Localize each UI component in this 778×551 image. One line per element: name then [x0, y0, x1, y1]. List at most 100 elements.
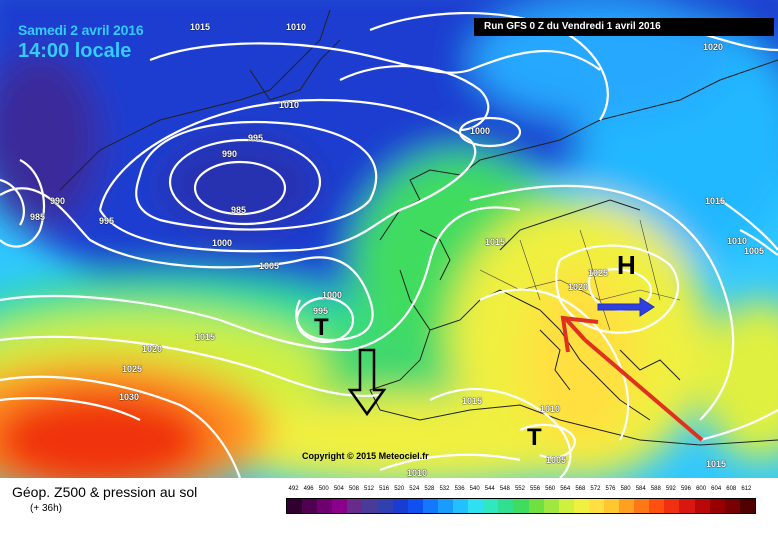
scale-swatch — [739, 499, 755, 513]
scale-swatch — [468, 499, 484, 513]
scale-swatch — [679, 499, 695, 513]
isobar-label: 1015 — [462, 396, 483, 406]
scale-swatch — [287, 499, 303, 513]
scale-tick-label: 604 — [711, 486, 722, 492]
red-arrow-head-icon — [560, 315, 599, 353]
isobar-label: 1010 — [286, 22, 307, 32]
geopotential-field — [0, 0, 778, 478]
scale-swatch — [543, 499, 559, 513]
scale-swatch — [317, 499, 333, 513]
scale-tick-label: 508 — [348, 486, 359, 492]
isobar-label: 995 — [99, 216, 115, 226]
scale-tick-label: 600 — [696, 486, 707, 492]
scale-swatch — [664, 499, 680, 513]
scale-tick-label: 524 — [409, 486, 420, 492]
isobar-label: 1015 — [485, 237, 506, 247]
isobar-label: 1020 — [568, 282, 589, 292]
scale-tick-label: 492 — [288, 486, 299, 492]
scale-swatch — [483, 499, 499, 513]
legend-panel — [0, 478, 778, 551]
scale-swatch — [649, 499, 665, 513]
scale-swatch — [619, 499, 635, 513]
scale-tick-label: 592 — [665, 486, 676, 492]
scale-swatch — [634, 499, 650, 513]
isobar-label: 985 — [30, 212, 46, 222]
low-pressure-marker-mediterranean: T — [527, 424, 542, 451]
high-pressure-marker: H — [617, 250, 636, 280]
isobar-label: 1015 — [190, 22, 211, 32]
isobar-label: 995 — [248, 133, 264, 143]
scale-swatch — [377, 499, 393, 513]
coastlines — [59, 9, 778, 446]
low-pressure-marker-atlantic: T — [314, 314, 329, 341]
isobar-label: 1015 — [195, 332, 216, 342]
copyright-label: Copyright © 2015 Meteociel.fr — [302, 451, 429, 461]
isobar-label: 1010 — [727, 236, 748, 246]
isobar-label: 1000 — [212, 238, 233, 248]
scale-tick-label: 596 — [680, 486, 691, 492]
color-scale-bar — [286, 498, 756, 514]
scale-tick-label: 584 — [635, 486, 646, 492]
scale-swatch — [302, 499, 318, 513]
scale-tick-label: 540 — [469, 486, 480, 492]
isobar-label: 1030 — [119, 392, 140, 402]
scale-tick-label: 548 — [499, 486, 510, 492]
scale-swatch — [392, 499, 408, 513]
date-label: Samedi 2 avril 2016 — [18, 22, 144, 38]
scale-tick-label: 552 — [514, 486, 525, 492]
time-label: 14:00 locale — [18, 40, 132, 62]
scale-swatch — [362, 499, 378, 513]
scale-tick-label: 516 — [379, 486, 390, 492]
scale-swatch — [558, 499, 574, 513]
isobar-label: 1005 — [546, 455, 567, 465]
red-arrow-line — [583, 338, 704, 442]
scale-tick-label: 564 — [560, 486, 571, 492]
annotations — [347, 297, 704, 442]
scale-tick-label: 556 — [530, 486, 541, 492]
isobar-label: 1025 — [122, 364, 143, 374]
scale-swatch — [498, 499, 514, 513]
legend-title: Géop. Z500 & pression au sol — [12, 484, 198, 500]
scale-tick-label: 536 — [454, 486, 465, 492]
scale-swatch — [573, 499, 589, 513]
scale-swatch — [603, 499, 620, 513]
isobar-label: 1000 — [470, 126, 491, 136]
scale-swatch — [528, 499, 544, 513]
isobar-label: 985 — [231, 205, 247, 215]
isobar-label: 1000 — [322, 290, 343, 300]
scale-tick-label: 568 — [575, 486, 586, 492]
scale-swatch — [588, 499, 604, 513]
scale-tick-label: 528 — [424, 486, 435, 492]
scale-tick-label: 588 — [650, 486, 661, 492]
scale-tick-label: 608 — [726, 486, 737, 492]
model-run-label: Run GFS 0 Z du Vendredi 1 avril 2016 — [474, 18, 774, 36]
scale-swatch — [422, 499, 438, 513]
scale-tick-label: 612 — [741, 486, 752, 492]
scale-swatch — [347, 499, 363, 513]
isobars — [0, 11, 778, 478]
scale-tick-label: 572 — [590, 486, 601, 492]
scale-tick-label: 532 — [439, 486, 450, 492]
isobar-label: 1010 — [279, 100, 300, 110]
isobar-label: 990 — [222, 149, 238, 159]
isobar-label: 995 — [313, 306, 329, 316]
weather-map — [0, 0, 778, 478]
blue-arrow-icon — [597, 297, 655, 317]
isobar-label: 1020 — [142, 344, 163, 354]
scale-swatch — [513, 499, 529, 513]
scale-tick-label: 520 — [394, 486, 405, 492]
isobar-label: 1005 — [744, 246, 765, 256]
isobar-label: 1005 — [259, 261, 280, 271]
scale-swatch — [453, 499, 469, 513]
isobar-label: 1020 — [703, 42, 724, 52]
scale-swatch — [332, 499, 348, 513]
scale-tick-label: 560 — [545, 486, 556, 492]
scale-tick-label: 544 — [484, 486, 495, 492]
down-arrow-icon — [347, 348, 387, 417]
scale-tick-label: 496 — [303, 486, 314, 492]
color-scale-ticks: 492 496 500 504 508 512 516 520 524 528 532 536 540 5… — [286, 486, 754, 498]
isobar-label: 1010 — [407, 468, 428, 478]
scale-swatch — [437, 499, 454, 513]
scale-tick-label: 504 — [333, 486, 344, 492]
scale-swatch — [724, 499, 740, 513]
